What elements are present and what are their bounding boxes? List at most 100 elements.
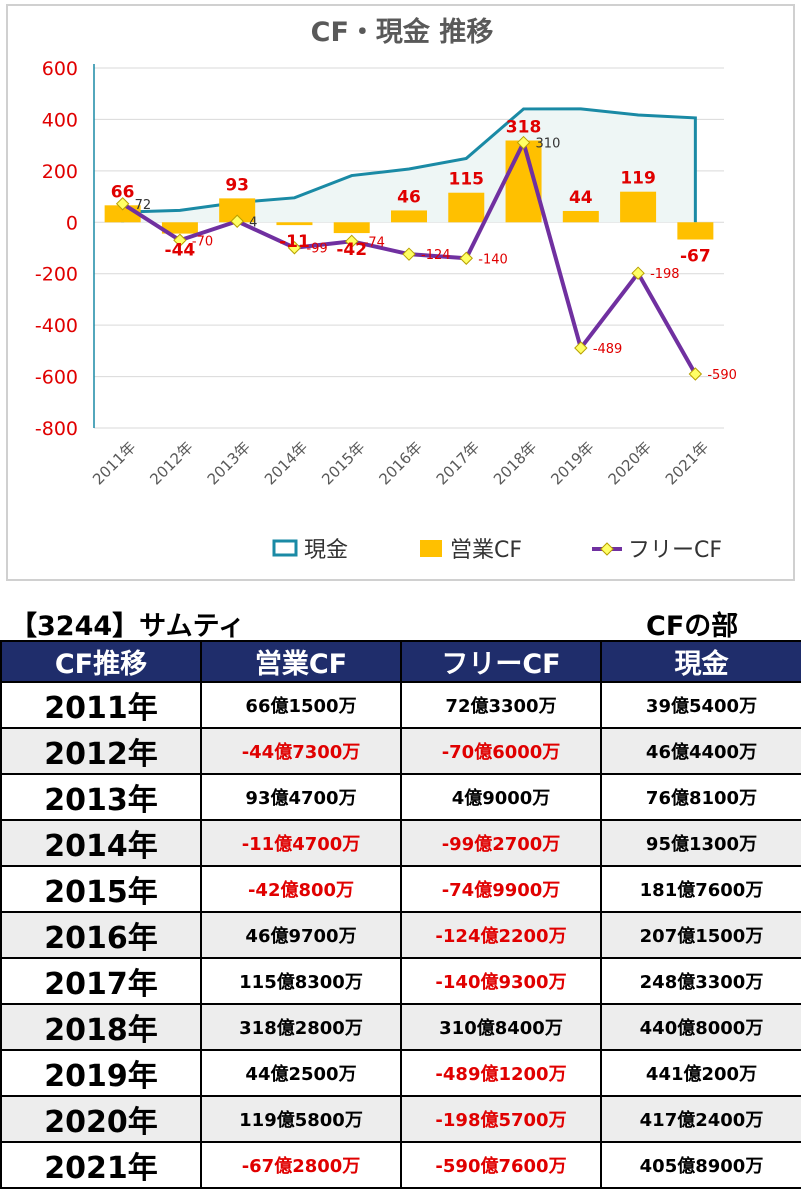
free-cf-data-label: -198 (650, 267, 680, 282)
table-cell: 66億1500万 (200, 681, 402, 729)
y-tick-label: 200 (42, 161, 78, 183)
cf-cash-chart: CF・現金 推移 600 400 200 0 -200 -400 -600 -800 66 -44 9… (35, 16, 737, 563)
cash-point (522, 107, 525, 111)
table-row: 2016年 46億9700万 -124億2200万 207億1500万 (0, 911, 801, 959)
free-cf-data-label: -74 (364, 235, 385, 250)
table-cell-year: 2018年 (0, 1003, 202, 1051)
chart-frame: CF・現金 推移 600 400 200 0 -200 -400 -600 -800 66 -44 9… (6, 4, 795, 581)
legend-label-free-cf: フリーCF (628, 538, 722, 563)
column-header-operating-cf: 営業CF (200, 640, 402, 683)
free-cf-data-label: 4 (249, 215, 257, 230)
y-tick-label: 0 (66, 212, 78, 234)
table-cell: 119億5800万 (200, 1095, 402, 1143)
operating-cf-data-label: 115 (449, 170, 485, 190)
x-tick-label: 2015年 (318, 438, 368, 488)
table-cell-year: 2017年 (0, 957, 202, 1005)
table-cell: 207億1500万 (600, 911, 801, 959)
free-cf-data-label: -124 (421, 248, 451, 263)
table-cell: 405億8900万 (600, 1141, 801, 1189)
table-cell: -11億4700万 (200, 819, 402, 867)
free-cf-point (402, 247, 416, 261)
company-name: 【3244】サムティ (10, 611, 245, 642)
y-tick-label: -800 (35, 418, 78, 440)
table-cell-year: 2019年 (0, 1049, 202, 1097)
table-body: 2011年 66億1500万 72億3300万 39億5400万 2012年 -44億73… (0, 681, 801, 1189)
table-header-row: CF推移 営業CF フリーCF 現金 (0, 640, 801, 683)
table-cell: -42億800万 (200, 865, 402, 913)
x-tick-label: 2021年 (662, 438, 712, 488)
column-header-year: CF推移 (0, 640, 202, 683)
table-cell: 181億7600万 (600, 865, 801, 913)
x-tick-label: 2017年 (433, 438, 483, 488)
legend-label-operating-cf: 営業CF (450, 538, 522, 563)
table-row: 2018年 318億2800万 310億8400万 440億8000万 (0, 1003, 801, 1051)
column-header-cash: 現金 (600, 640, 801, 683)
table-cell: 4億9000万 (400, 773, 602, 821)
table-cell: 310億8400万 (400, 1003, 602, 1051)
free-cf-data-label: -140 (478, 252, 508, 267)
free-cf-point (631, 266, 645, 280)
table-row: 2012年 -44億7300万 -70億6000万 46億4400万 (0, 727, 801, 775)
free-cf-data-label: -590 (707, 368, 737, 383)
table-row: 2011年 66億1500万 72億3300万 39億5400万 (0, 681, 801, 729)
operating-cf-bar (620, 191, 657, 223)
operating-cf-data-label: 46 (397, 187, 421, 207)
table-cell: -198億5700万 (400, 1095, 602, 1143)
table-row: 2019年 44億2500万 -489億1200万 441億200万 (0, 1049, 801, 1097)
cash-point (178, 209, 182, 212)
section-title: CFの部 (646, 611, 739, 642)
table-cell: 417億2400万 (600, 1095, 801, 1143)
table-cell: -67億2800万 (200, 1141, 402, 1189)
free-cf-point (115, 197, 130, 211)
table-cell: 72億3300万 (400, 681, 602, 729)
cash-point (579, 107, 583, 111)
cf-table: CF推移 営業CF フリーCF 現金 2011年 66億1500万 72億3300万… (0, 640, 801, 1189)
free-cf-point (230, 214, 244, 228)
cash-point (407, 167, 411, 171)
table-cell: -124億2200万 (400, 911, 602, 959)
table-cell-year: 2014年 (0, 819, 202, 867)
table-cell: 248億3300万 (600, 957, 801, 1005)
table-cell: 93億4700万 (200, 773, 402, 821)
cash-area (122, 108, 696, 223)
table-cell-year: 2020年 (0, 1095, 202, 1143)
free-cf-point (574, 341, 588, 355)
table-row: 2014年 -11億4700万 -99億2700万 95億1300万 (0, 819, 801, 867)
operating-cf-data-label: -44 (165, 241, 196, 261)
x-tick-label: 2018年 (490, 438, 540, 488)
y-tick-label: -400 (35, 315, 78, 337)
cash-point (350, 174, 353, 177)
table-cell: -489億1200万 (400, 1049, 602, 1097)
chart-title: CF・現金 推移 (311, 16, 494, 48)
y-tick-label: -600 (35, 367, 78, 389)
table-cell-year: 2011年 (0, 681, 202, 729)
free-cf-data-label: 72 (135, 198, 152, 213)
table-cell-year: 2012年 (0, 727, 202, 775)
table-cell-year: 2021年 (0, 1141, 202, 1189)
table-cell: -70億6000万 (400, 727, 602, 775)
cash-point (465, 157, 468, 160)
table-cell: 95億1300万 (600, 819, 801, 867)
x-tick-label: 2011年 (89, 438, 139, 488)
operating-cf-bar (276, 222, 313, 226)
operating-cf-data-label: -67 (680, 247, 711, 267)
table-row: 2017年 115億8300万 -140億9300万 248億3300万 (0, 957, 801, 1005)
free-cf-data-label: -70 (192, 234, 213, 249)
free-cf-data-label: -99 (306, 242, 327, 257)
table-cell-year: 2015年 (0, 865, 202, 913)
table-cell: 440億8000万 (600, 1003, 801, 1051)
operating-cf-bar (562, 210, 599, 223)
legend-label-cash: 現金 (304, 538, 348, 563)
operating-cf-data-label: -11 (279, 232, 310, 252)
table-cell: -140億9300万 (400, 957, 602, 1005)
y-tick-label: -200 (35, 264, 78, 286)
x-tick-label: 2014年 (261, 438, 311, 488)
table-cell: 44億2500万 (200, 1049, 402, 1097)
y-tick-label: 600 (42, 58, 78, 80)
operating-cf-bar (161, 222, 198, 234)
free-cf-point (459, 251, 473, 265)
operating-cf-data-label: -42 (336, 240, 367, 260)
free-cf-point (345, 234, 359, 249)
x-tick-label: 2019年 (547, 438, 597, 488)
operating-cf-data-label: 318 (506, 118, 542, 138)
